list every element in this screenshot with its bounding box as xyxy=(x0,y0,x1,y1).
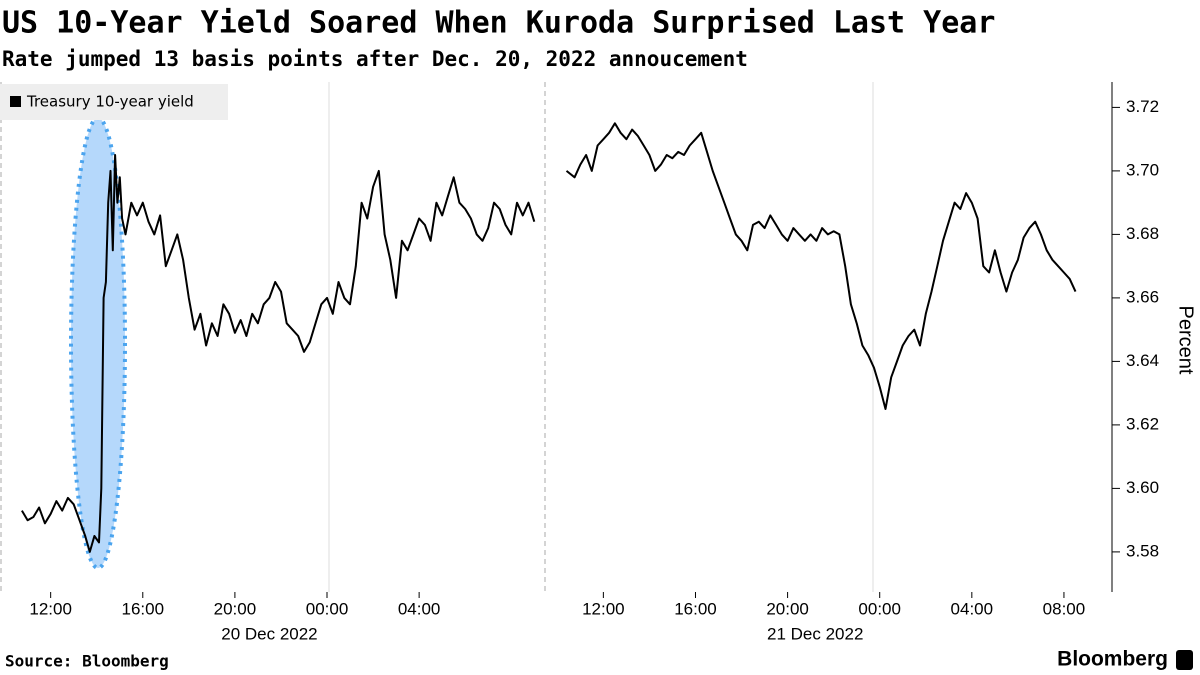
y-axis-label: Percent xyxy=(1175,306,1197,375)
x-tick-label: 04:00 xyxy=(398,599,441,618)
x-tick-label: 00:00 xyxy=(306,599,349,618)
legend-swatch xyxy=(10,96,21,107)
chart-title: US 10-Year Yield Soared When Kuroda Surp… xyxy=(2,6,995,41)
logo: Bloomberg xyxy=(1057,648,1168,671)
y-tick-label: 3.62 xyxy=(1126,414,1159,433)
date-label: 21 Dec 2022 xyxy=(767,624,863,643)
x-tick-label: 04:00 xyxy=(951,599,994,618)
x-tick-label: 00:00 xyxy=(858,599,901,618)
legend-label: Treasury 10-year yield xyxy=(26,93,194,111)
chart-subtitle: Rate jumped 13 basis points after Dec. 2… xyxy=(2,47,748,71)
y-tick-label: 3.66 xyxy=(1126,287,1159,306)
x-tick-label: 12:00 xyxy=(29,599,72,618)
plot xyxy=(21,122,1077,553)
logo-icon xyxy=(1176,650,1193,670)
y-tick-label: 3.72 xyxy=(1126,97,1159,116)
line-series xyxy=(21,122,1077,553)
y-tick-label: 3.68 xyxy=(1126,224,1159,243)
source: Source: Bloomberg xyxy=(5,652,169,671)
x-tick-label: 20:00 xyxy=(214,599,257,618)
date-label: 20 Dec 2022 xyxy=(221,624,317,643)
y-tick-label: 3.58 xyxy=(1126,541,1159,560)
y-tick-label: 3.64 xyxy=(1126,351,1159,370)
x-tick-label: 20:00 xyxy=(766,599,809,618)
legend-box xyxy=(0,84,228,120)
y-tick-label: 3.70 xyxy=(1126,160,1159,179)
x-tick-label: 12:00 xyxy=(582,599,625,618)
x-tick-label: 16:00 xyxy=(122,599,165,618)
y-tick-label: 3.60 xyxy=(1126,478,1159,497)
x-tick-label: 16:00 xyxy=(674,599,717,618)
x-tick-label: 08:00 xyxy=(1043,599,1086,618)
